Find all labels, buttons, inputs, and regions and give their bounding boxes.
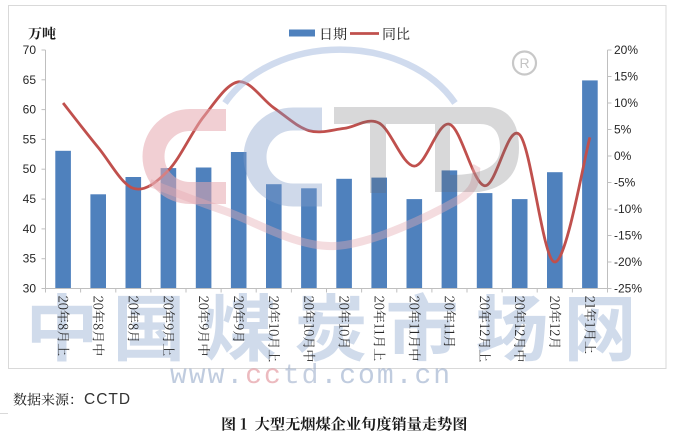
svg-text:50: 50 <box>23 162 37 176</box>
svg-text:R: R <box>519 55 529 71</box>
svg-text:10%: 10% <box>614 96 638 110</box>
svg-text:65: 65 <box>23 73 37 87</box>
svg-text:35: 35 <box>23 252 37 266</box>
svg-text:CCTD: CCTD <box>84 391 131 408</box>
svg-text:30: 30 <box>23 282 37 296</box>
svg-text:0%: 0% <box>614 149 632 163</box>
svg-text:15%: 15% <box>614 70 638 84</box>
svg-text:-10%: -10% <box>614 202 642 216</box>
svg-text:-25%: -25% <box>614 282 642 296</box>
svg-text:-15%: -15% <box>614 229 642 243</box>
svg-text:40: 40 <box>23 222 37 236</box>
svg-text:60: 60 <box>23 103 37 117</box>
svg-text:-20%: -20% <box>614 255 642 269</box>
svg-text:-5%: -5% <box>614 176 636 190</box>
svg-text:70: 70 <box>23 43 37 57</box>
svg-text:5%: 5% <box>614 123 632 137</box>
svg-text:45: 45 <box>23 192 37 206</box>
svg-text:20%: 20% <box>614 43 638 57</box>
svg-text:55: 55 <box>23 132 37 146</box>
